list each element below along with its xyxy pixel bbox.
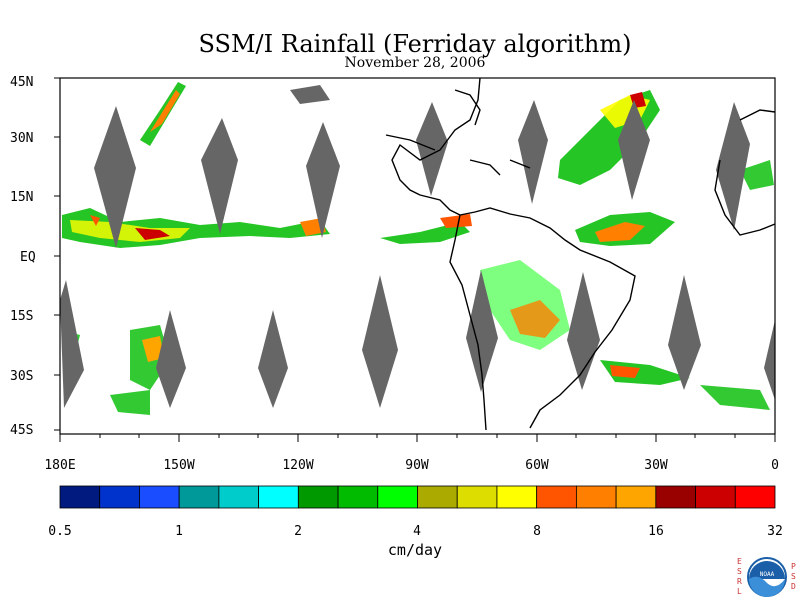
map-title: SSM/I Rainfall (Ferriday algorithm) <box>198 30 632 58</box>
longitude-axis: 180E 150W 120W 90W 60W 30W 0 <box>44 434 779 473</box>
colorbar-segment <box>655 485 696 509</box>
colorbar-segment <box>139 485 180 509</box>
colorbar-segment <box>496 485 538 509</box>
colorbar-segment <box>178 485 220 509</box>
lon-label: 180E <box>44 458 75 473</box>
colorbar-tick-label: 1 <box>175 524 183 539</box>
lat-label: EQ <box>20 250 36 265</box>
lat-label: 15S <box>10 309 33 324</box>
lon-label: 60W <box>525 458 549 473</box>
logo-letter: L <box>737 587 742 596</box>
logo-letter: D <box>791 582 796 591</box>
colorbar-segment <box>258 485 299 509</box>
coastlines <box>385 77 776 431</box>
logo-text: NOAA <box>760 571 775 578</box>
colorbar-units: cm/day <box>387 541 443 559</box>
colorbar-segment <box>536 485 577 509</box>
colorbar-segment <box>417 485 458 509</box>
lon-label: 0 <box>771 458 779 473</box>
colorbar-segment <box>297 485 339 509</box>
colorbar-ticks: 0.5 1 2 4 8 16 32 <box>48 524 783 539</box>
colorbar-segment <box>734 485 776 509</box>
colorbar-segment <box>456 485 498 509</box>
colorbar-tick-label: 8 <box>533 524 541 539</box>
colorbar-segment <box>337 485 379 509</box>
colorbar-tick-label: 4 <box>413 524 421 539</box>
lon-label: 30W <box>644 458 668 473</box>
colorbar-segment <box>377 485 418 509</box>
colorbar-segment <box>59 485 101 509</box>
logo-letter: R <box>737 577 742 586</box>
colorbar-segment <box>575 485 617 509</box>
lat-label: 45N <box>10 75 33 90</box>
noaa-esrl-psd-logo: E S R L P S D NOAA <box>737 557 796 597</box>
logo-letter: E <box>737 557 742 566</box>
latitude-axis: 45N 30N 15N EQ 15S 30S 45S <box>10 75 60 438</box>
lat-label: 30S <box>10 369 33 384</box>
lon-label: 120W <box>282 458 313 473</box>
logo-letter: P <box>791 562 796 571</box>
colorbar-tick-label: 2 <box>294 524 302 539</box>
lat-label: 45S <box>10 423 33 438</box>
colorbar <box>59 485 776 509</box>
colorbar-tick-label: 32 <box>767 524 783 539</box>
lat-label: 30N <box>10 131 33 146</box>
logo-letter: S <box>791 572 796 581</box>
colorbar-segment <box>218 485 260 509</box>
colorbar-tick-label: 0.5 <box>48 524 71 539</box>
lat-label: 15N <box>10 190 33 205</box>
lon-label: 90W <box>405 458 429 473</box>
colorbar-segment <box>695 485 736 509</box>
logo-letter: S <box>737 567 742 576</box>
colorbar-segment <box>99 485 140 509</box>
data-gaps <box>60 85 775 408</box>
map-date: November 28, 2006 <box>344 55 486 71</box>
colorbar-tick-label: 16 <box>648 524 664 539</box>
lon-label: 150W <box>163 458 194 473</box>
colorbar-segment <box>615 485 657 509</box>
